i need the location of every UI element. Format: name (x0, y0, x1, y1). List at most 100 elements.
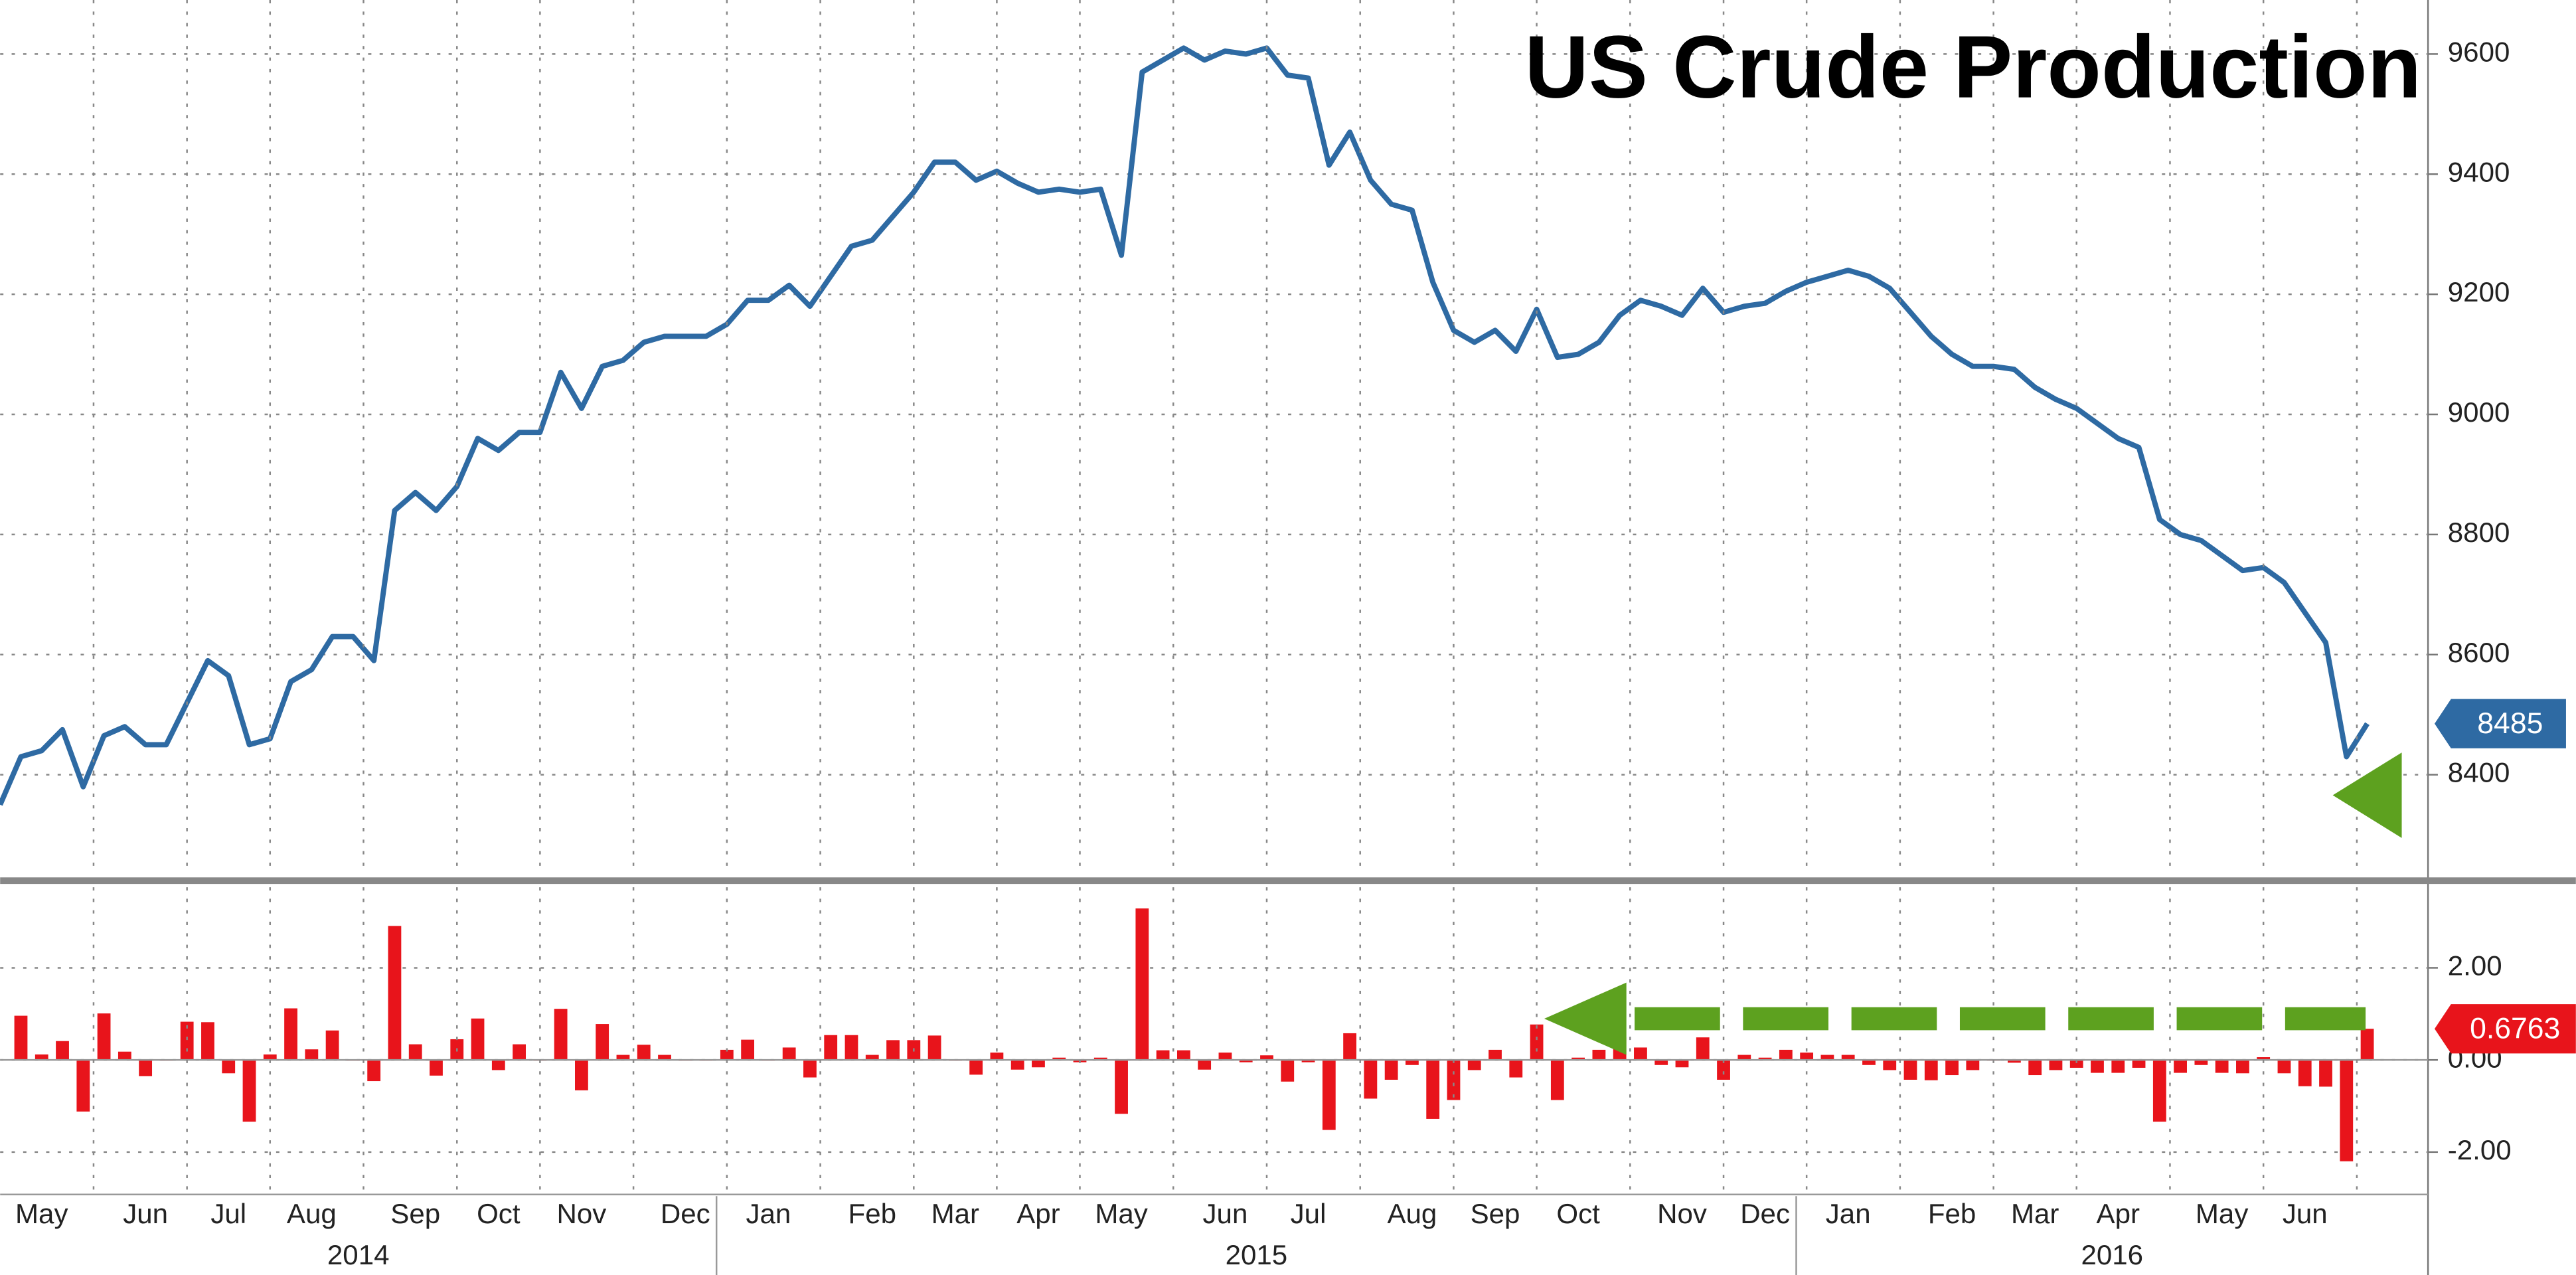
bar (1592, 1049, 1606, 1061)
bar (14, 1015, 28, 1061)
bar (1343, 1033, 1356, 1061)
x-tick-label: Sep (390, 1198, 440, 1229)
x-tick-label: Jan (746, 1198, 791, 1229)
x-tick-label: Dec (1740, 1198, 1790, 1229)
bar (1945, 1060, 1959, 1076)
x-tick-label: Dec (661, 1198, 710, 1229)
bar (596, 1024, 609, 1061)
x-tick-label: Oct (477, 1198, 521, 1229)
bar (180, 1021, 194, 1061)
y-tick-label: 2.00 (2448, 950, 2502, 981)
x-tick-label: Jan (1826, 1198, 1871, 1229)
y-tick-label: 8800 (2448, 517, 2510, 548)
bar (886, 1040, 900, 1061)
y-tick-label: 9200 (2448, 276, 2510, 307)
bar (2132, 1060, 2146, 1068)
y-tick-label: 9400 (2448, 156, 2510, 187)
bar (325, 1030, 339, 1061)
bar (575, 1060, 588, 1090)
bar (616, 1055, 630, 1061)
bar (1489, 1049, 1502, 1061)
bar (305, 1049, 319, 1061)
x-tick-label: Feb (1928, 1198, 1976, 1229)
bar (471, 1018, 485, 1061)
last-value-tag (2435, 699, 2566, 748)
y-tick-label: 8600 (2448, 637, 2510, 668)
bar (1010, 1060, 1024, 1070)
y-tick-label: 9000 (2448, 396, 2510, 428)
bar (1364, 1060, 1378, 1099)
x-tick-label: Jun (1203, 1198, 1248, 1229)
bar (845, 1035, 858, 1061)
bar (554, 1009, 568, 1061)
bar (1115, 1060, 1128, 1114)
chart-title: US Crude Production (1524, 18, 2421, 117)
bar (658, 1055, 671, 1061)
bar (1550, 1060, 1564, 1100)
year-label: 2015 (1226, 1239, 1288, 1270)
bar (1779, 1049, 1793, 1061)
bar (1966, 1060, 1980, 1070)
x-tick-label: Oct (1556, 1198, 1600, 1229)
year-label: 2016 (2081, 1239, 2144, 1270)
bar (491, 1060, 505, 1070)
bar (35, 1054, 48, 1061)
bar (1800, 1053, 1814, 1061)
bar (1426, 1060, 1440, 1119)
bar (1530, 1024, 1544, 1061)
x-tick-label: Mar (931, 1198, 979, 1229)
bar (2257, 1057, 2271, 1061)
bar (1841, 1055, 1855, 1061)
bar (1634, 1047, 1647, 1061)
x-tick-label: May (15, 1198, 68, 1229)
year-label: 2014 (327, 1239, 390, 1270)
bar (1135, 908, 1149, 1061)
bar (1717, 1060, 1730, 1080)
bar (1862, 1060, 1876, 1065)
bar (1509, 1060, 1523, 1078)
bar (1218, 1053, 1232, 1061)
bar (1820, 1055, 1834, 1061)
bar (969, 1060, 983, 1075)
bar (2174, 1060, 2187, 1073)
bar (1052, 1057, 1066, 1061)
bar (1924, 1060, 1938, 1080)
bar (1571, 1057, 1585, 1061)
bar (782, 1047, 796, 1061)
x-tick-label: Apr (1016, 1198, 1060, 1229)
bar (222, 1060, 236, 1074)
bar (201, 1022, 214, 1061)
bar (1301, 1060, 1315, 1062)
bar (97, 1013, 111, 1061)
bar (1198, 1060, 1212, 1070)
bar (1675, 1060, 1689, 1068)
bar (2277, 1060, 2291, 1074)
x-tick-label: Sep (1471, 1198, 1520, 1229)
bar (513, 1044, 526, 1061)
bar (2111, 1060, 2125, 1073)
bar (865, 1055, 879, 1061)
bar (2007, 1060, 2021, 1063)
bar (2091, 1060, 2104, 1073)
bar (1239, 1060, 1253, 1062)
bar (430, 1060, 443, 1076)
x-tick-label: Aug (1387, 1198, 1437, 1229)
bar (56, 1041, 69, 1061)
last-value-label: 0.6763 (2470, 1012, 2560, 1045)
bar (1696, 1037, 1710, 1061)
bar (2194, 1060, 2208, 1065)
bar (1447, 1060, 1461, 1100)
bar (242, 1060, 256, 1122)
bar (2298, 1060, 2312, 1086)
bar (2360, 1029, 2374, 1061)
bar (803, 1060, 817, 1078)
bar (284, 1008, 297, 1061)
bar (1281, 1060, 1295, 1082)
x-tick-label: Jun (2283, 1198, 2328, 1229)
bar (139, 1060, 153, 1076)
last-value-tag (2435, 1004, 2576, 1054)
bar (388, 926, 402, 1061)
bar (367, 1060, 381, 1082)
